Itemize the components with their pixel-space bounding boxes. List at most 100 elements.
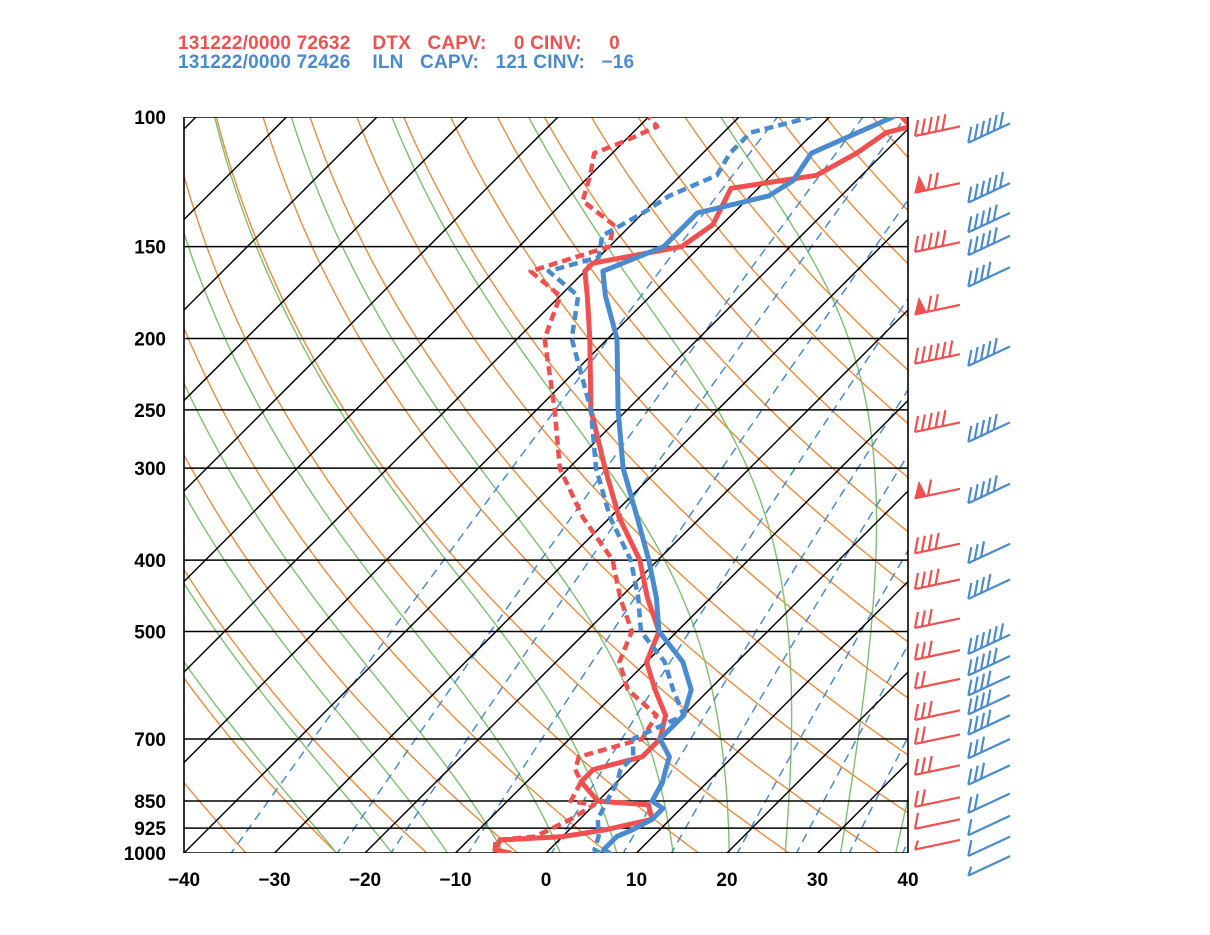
barb-flag xyxy=(992,475,998,492)
barb-flag xyxy=(967,425,973,443)
barb-flag xyxy=(973,484,979,501)
barb-flag xyxy=(979,233,986,250)
barb-flag xyxy=(967,718,973,735)
barb-flag xyxy=(920,702,926,719)
iln-wind-barb xyxy=(967,475,1011,505)
barb-flag xyxy=(973,183,979,200)
barb-flag xyxy=(913,415,920,433)
barb-flag xyxy=(979,120,986,138)
barb-flag xyxy=(967,270,973,287)
barb-flag xyxy=(992,204,998,221)
barb-flag xyxy=(979,631,986,649)
dry-adiabat xyxy=(590,117,908,479)
mixing-ratio-line xyxy=(467,198,908,853)
temperature-tick-label: 0 xyxy=(541,870,552,891)
barb-flag xyxy=(973,676,979,693)
pressure-tick-label: 100 xyxy=(134,108,166,129)
mixing-ratio-line xyxy=(550,297,908,853)
barb-flag xyxy=(967,796,973,814)
wind-barbs xyxy=(913,111,1011,877)
barb-flag xyxy=(934,343,940,360)
barb-flag xyxy=(934,411,940,428)
barb-flag xyxy=(927,232,933,250)
barb-flag xyxy=(979,481,986,498)
iln-wind-barb xyxy=(967,835,1011,858)
isotherm xyxy=(454,399,908,853)
barb-flag xyxy=(979,673,986,690)
barb-flag xyxy=(986,207,992,224)
iln-wind-barb xyxy=(967,413,1011,443)
iln-dewpoint-line xyxy=(546,117,812,853)
pressure-tick-label: 150 xyxy=(134,238,166,259)
dtx-wind-barb xyxy=(913,568,961,591)
mixing-ratio-line xyxy=(986,117,1210,869)
moist-adiabat xyxy=(527,117,793,853)
isotherm xyxy=(907,851,908,853)
isotherm xyxy=(0,117,106,853)
barb-flag xyxy=(973,656,979,673)
moist-adiabat xyxy=(290,117,674,853)
dry-adiabat xyxy=(184,568,429,853)
barb-flag xyxy=(973,715,979,732)
barb-flag xyxy=(926,295,933,312)
isotherm xyxy=(0,117,15,853)
barb-flag xyxy=(973,267,979,284)
barb-flag xyxy=(979,180,986,197)
barb-staff xyxy=(967,792,1011,814)
barb-flag xyxy=(967,818,973,836)
iln-wind-barb xyxy=(967,689,1011,716)
barb-flag xyxy=(967,637,973,655)
barb-staff xyxy=(914,838,961,851)
barb-flag xyxy=(933,172,939,189)
barb-flag xyxy=(986,478,992,495)
iln-wind-barb xyxy=(967,855,1011,877)
barb-flag xyxy=(913,758,920,776)
iln-temperature-line xyxy=(600,117,896,853)
iln-header: 131222/0000 72426 ILN CAPV: 121 CINV: −1… xyxy=(178,52,635,73)
dtx-wind-barb xyxy=(913,340,961,365)
pressure-tick-labels: 100 150 200 250 300 400 500 700 850 925 1000 xyxy=(124,108,167,865)
iln-wind-barb xyxy=(967,541,1011,565)
dry-adiabat xyxy=(824,117,908,212)
background-lines xyxy=(0,101,1210,869)
barb-flag xyxy=(913,119,920,137)
dtx-wind-barb xyxy=(913,726,961,746)
isotherm xyxy=(635,580,908,853)
barb-flag xyxy=(920,789,926,806)
barb-flag xyxy=(941,229,947,247)
sounding-profiles xyxy=(492,117,908,853)
iln-wind-barb xyxy=(967,111,1011,144)
dry-adiabat xyxy=(871,117,908,159)
barb-flag xyxy=(979,653,986,670)
barb-flag xyxy=(927,640,933,657)
barb-flag xyxy=(967,239,973,256)
barb-flag xyxy=(973,739,979,756)
isotherm xyxy=(545,489,908,853)
barb-flag xyxy=(913,611,920,629)
moist-adiabat xyxy=(720,117,878,853)
barb-flag xyxy=(927,344,933,362)
temperature-tick-label: −10 xyxy=(439,870,471,891)
barb-flag xyxy=(973,765,979,782)
mixing-ratio-line xyxy=(230,117,778,853)
dry-adiabat xyxy=(496,117,908,588)
barb-flag xyxy=(934,231,940,248)
iln-wind-barb xyxy=(967,623,1011,656)
iln-wind-barb xyxy=(967,647,1011,677)
dry-adiabat xyxy=(998,101,1210,869)
temperature-tick-label: 30 xyxy=(807,870,828,891)
barb-flag xyxy=(998,171,1005,189)
barb-flag xyxy=(927,116,933,134)
barb-flag xyxy=(920,414,926,431)
barb-flag xyxy=(973,123,979,141)
barb-flag xyxy=(967,582,973,600)
barb-flag xyxy=(920,346,926,363)
barb-flag xyxy=(967,839,973,857)
barb-pennant xyxy=(914,480,927,500)
barb-flag xyxy=(920,726,926,743)
barb-flag xyxy=(967,349,973,367)
dtx-wind-barb xyxy=(913,789,961,808)
isotherm xyxy=(726,670,908,853)
barb-flag xyxy=(934,115,940,132)
barb-flag xyxy=(913,347,920,364)
